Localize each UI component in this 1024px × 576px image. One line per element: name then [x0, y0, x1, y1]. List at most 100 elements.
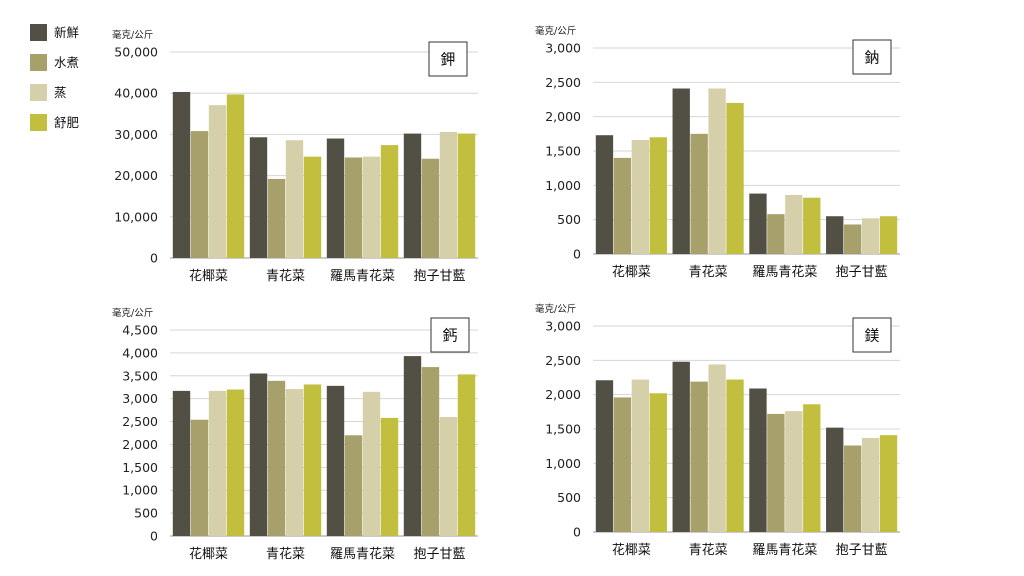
bar [649, 393, 667, 532]
bar [457, 374, 476, 536]
bar [421, 367, 440, 536]
chart-title: 鈣 [442, 327, 457, 345]
bar [767, 413, 785, 532]
legend-swatch [30, 24, 47, 41]
y-tick-label: 0 [573, 525, 581, 540]
y-tick-label: 2,500 [122, 414, 158, 429]
bar [226, 94, 245, 258]
bar [749, 193, 767, 254]
bar [803, 404, 821, 532]
legend-item: 新鮮 [30, 24, 80, 41]
x-category-label: 抱子甘藍 [836, 264, 888, 280]
y-tick-label: 2,500 [545, 75, 581, 90]
chart-title-box [852, 39, 892, 75]
y-tick-label: 1,000 [545, 178, 581, 193]
bar [208, 390, 227, 536]
legend-label: 水煮 [54, 55, 79, 70]
y-tick-label: 1,500 [545, 422, 581, 437]
x-category-label: 青花菜 [689, 542, 728, 558]
bar [208, 105, 227, 258]
bar [879, 435, 898, 532]
x-category-label: 抱子甘藍 [413, 546, 465, 562]
x-category-label: 青花菜 [689, 264, 728, 280]
bar [613, 397, 632, 532]
legend-swatch [30, 84, 47, 101]
bar [226, 389, 245, 536]
chart-title-box [430, 317, 470, 353]
chart-panel: 毫克/公斤 0 500 1,000 1,500 2,000 2,500 3,000 3,500 4… [112, 307, 478, 562]
y-tick-label: 500 [557, 212, 581, 227]
x-category-label: 抱子甘藍 [413, 268, 465, 284]
bar [690, 381, 708, 532]
bar [826, 427, 844, 532]
bar [285, 140, 304, 258]
y-tick-label: 500 [134, 506, 158, 521]
bar [326, 385, 345, 536]
y-tick-label: 2,000 [545, 387, 581, 402]
bar [190, 419, 209, 536]
bar [190, 131, 209, 258]
bar [380, 417, 399, 536]
bar [172, 91, 191, 259]
bar [726, 379, 744, 532]
y-tick-label: 2,000 [545, 109, 581, 124]
y-tick-label: 1,500 [545, 144, 581, 159]
legend-label: 新鮮 [54, 25, 80, 40]
bar [380, 145, 399, 258]
chart-title-box [852, 317, 892, 353]
y-tick-label: 50,000 [114, 45, 158, 60]
bar [249, 137, 268, 258]
bar [303, 384, 322, 536]
y-tick-label: 0 [573, 247, 581, 262]
x-category-label: 羅馬青花菜 [752, 264, 817, 280]
bar [172, 390, 191, 536]
x-category-label: 花椰菜 [189, 546, 228, 562]
y-tick-label: 4,500 [122, 323, 158, 338]
charts-container: 毫克/公斤010,00020,00030,00040,00050,000花椰菜青… [112, 25, 900, 562]
x-category-label: 青花菜 [266, 268, 305, 284]
chart-title-box [428, 41, 468, 77]
legend-swatch [30, 114, 47, 131]
bar [249, 373, 268, 536]
bar [439, 131, 458, 258]
y-tick-label: 1,000 [545, 456, 581, 471]
legend-swatch [30, 54, 47, 71]
bar [861, 437, 880, 532]
chart-panel: 毫克/公斤 0 500 1,000 1,500 2,000 2,500 3,000 花椰菜 青花菜… [535, 25, 900, 280]
y-tick-label: 1,500 [122, 460, 158, 475]
bar [785, 194, 803, 254]
legend-item: 水煮 [30, 54, 79, 71]
y-tick-label: 3,500 [122, 368, 158, 383]
bar [843, 445, 862, 532]
y-tick-label: 1,000 [122, 483, 158, 498]
bar [690, 133, 708, 254]
x-category-label: 花椰菜 [612, 264, 651, 280]
bar [267, 380, 286, 536]
y-unit-label: 毫克/公斤 [112, 307, 153, 319]
bar [726, 102, 744, 254]
bar [403, 356, 422, 536]
y-tick-label: 10,000 [114, 209, 158, 224]
y-unit-label: 毫克/公斤 [535, 303, 576, 315]
bar [785, 411, 803, 532]
y-tick-label: 2,500 [545, 353, 581, 368]
chart-panel: 毫克/公斤 0 500 1,000 1,500 2,000 2,500 3,000 花椰菜 青花菜… [535, 303, 900, 558]
chart-title: 鎂 [864, 327, 879, 345]
bar [631, 379, 650, 532]
y-tick-label: 20,000 [114, 168, 158, 183]
bar [672, 361, 690, 532]
y-tick-label: 3,000 [122, 391, 158, 406]
x-category-label: 花椰菜 [189, 268, 228, 284]
bar [803, 197, 821, 254]
bar [403, 133, 422, 258]
bar [303, 156, 322, 258]
legend-label: 蒸 [54, 85, 67, 100]
bar [267, 178, 286, 258]
bar [595, 135, 614, 254]
bar [826, 216, 844, 254]
legend-item: 舒肥 [30, 114, 80, 131]
y-unit-label: 毫克/公斤 [535, 25, 576, 37]
bar [285, 389, 304, 536]
legend-label: 舒肥 [54, 115, 80, 130]
